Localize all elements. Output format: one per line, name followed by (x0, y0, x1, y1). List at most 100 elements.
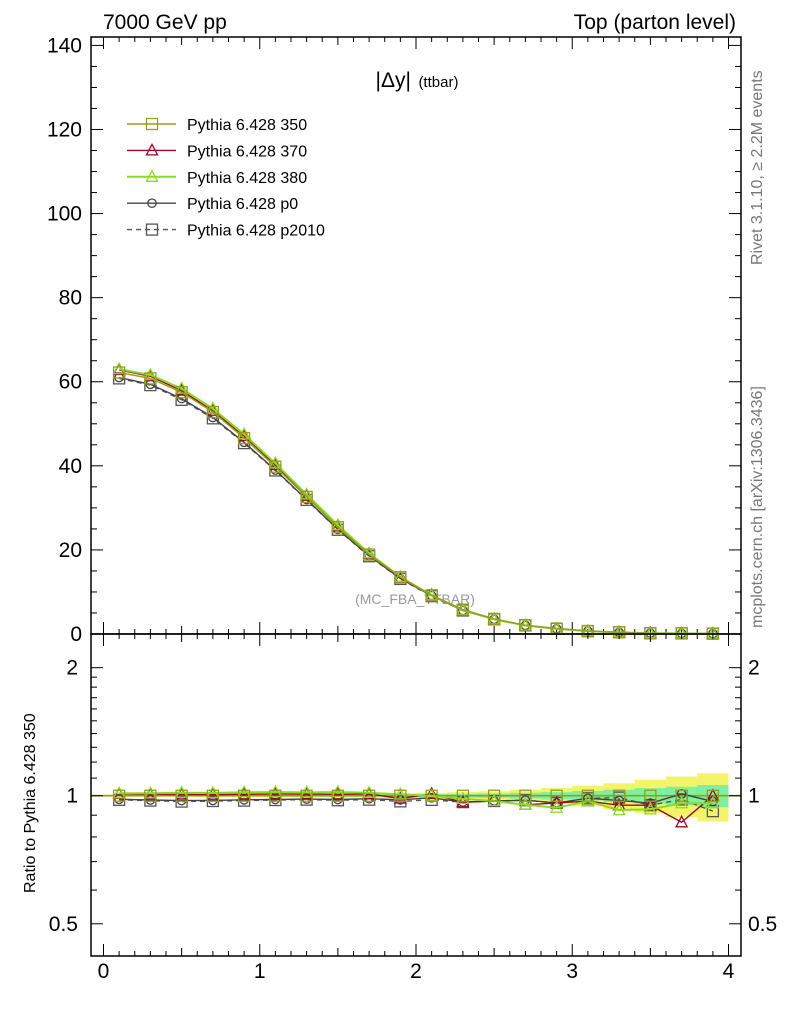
data-point-s350-ref (144, 789, 157, 802)
x-tick-label: 2 (410, 960, 422, 983)
data-point-s350-ref (581, 789, 595, 802)
data-point-s350 (425, 589, 438, 602)
header-left: 7000 GeV pp (103, 11, 227, 34)
data-point-p0 (208, 795, 218, 806)
data-point-s350 (300, 490, 313, 504)
legend-label-p0: Pythia 6.428 p0 (187, 196, 298, 213)
data-point-s380 (237, 784, 251, 798)
data-point-s350-ref (487, 789, 501, 802)
plot-title-sub: (ttbar) (418, 74, 458, 91)
ratio-y-tick-label-right: 0.5 (748, 913, 777, 936)
data-point-s350-ref (612, 789, 626, 802)
ratio-y-tick-label-right: 1 (748, 785, 760, 808)
data-point-s380 (675, 795, 689, 809)
data-point-s370 (237, 786, 251, 800)
ratio-ylabel: Ratio to Pythia 6.428 350 (22, 713, 39, 893)
data-point-s350-ref (206, 789, 220, 802)
y-tick-label: 140 (47, 34, 82, 57)
legend-marker-p2010 (145, 223, 159, 236)
data-point-s350 (331, 521, 345, 534)
data-point-s350 (362, 548, 376, 561)
legend-label-p2010: Pythia 6.428 p2010 (187, 223, 325, 240)
plot-title: |Δy| (ttbar) (376, 69, 459, 92)
legend-label-s380: Pythia 6.428 380 (187, 170, 307, 187)
y-tick-label: 0 (70, 623, 82, 646)
data-point-s350-ref (112, 789, 126, 802)
data-point-s380 (143, 367, 157, 381)
data-point-s350-ref (675, 789, 688, 802)
data-point-p0 (145, 795, 156, 805)
legend: Pythia 6.428 350 Pythia 6.428 370 Pythia 6… (127, 117, 325, 240)
data-point-s350 (175, 386, 188, 399)
data-point-s380 (206, 401, 220, 414)
data-point-s380 (112, 361, 126, 375)
data-point-s350-ref (706, 789, 720, 802)
data-point-s380 (268, 784, 282, 798)
data-point-s350-ref (362, 789, 376, 802)
data-point-s370 (706, 788, 720, 801)
data-point-s380 (643, 801, 657, 815)
data-point-s380 (393, 569, 407, 582)
data-point-s380 (425, 587, 439, 601)
header-right: Top (parton level) (574, 11, 736, 34)
data-point-s380 (581, 793, 595, 807)
data-point-s370 (393, 791, 407, 804)
ratio-y-tick-label: 1 (66, 785, 78, 808)
side-text-bottom: mcplots.cern.ch [arXiv:1306.3436] (749, 386, 766, 628)
data-point-p0 (114, 794, 124, 805)
data-point-s350 (206, 405, 220, 419)
ratio-y-tick-label: 2 (66, 657, 78, 680)
data-point-s380 (706, 795, 720, 809)
data-point-s370 (268, 786, 282, 800)
data-point-s380 (612, 802, 626, 816)
legend-marker-p0 (147, 198, 157, 209)
data-point-s350-ref (425, 789, 438, 802)
data-point-s380 (518, 797, 532, 810)
data-point-s350-ref (394, 789, 407, 802)
data-point-s350 (487, 612, 501, 626)
data-point-s350-ref (519, 789, 532, 802)
x-tick-label: 1 (254, 960, 266, 983)
data-point-s350-ref (456, 789, 470, 802)
data-point-s350-ref (550, 789, 563, 802)
data-point-s380 (425, 788, 439, 801)
ratio-y-tick-label: 0.5 (49, 913, 78, 936)
data-point-s370 (331, 786, 345, 800)
y-tick-label: 120 (47, 118, 82, 141)
y-tick-label: 40 (59, 455, 82, 478)
y-tick-label: 100 (47, 203, 82, 226)
legend-marker-s350 (145, 117, 159, 131)
data-point-s350 (456, 603, 470, 616)
data-point-s380 (206, 785, 220, 799)
legend-marker-s370 (145, 142, 159, 156)
data-point-s380 (331, 784, 345, 798)
data-point-s350-ref (644, 789, 657, 802)
legend-label-s350: Pythia 6.428 350 (187, 117, 307, 134)
data-point-s350 (144, 372, 157, 385)
data-point-s350 (519, 619, 532, 632)
data-point-s380 (143, 785, 157, 799)
data-point-p0 (333, 794, 343, 805)
x-tick-label: 4 (723, 960, 735, 983)
y-tick-label: 80 (59, 287, 82, 310)
ratio-y-tick-label-right: 2 (748, 657, 760, 680)
data-point-s350-ref (175, 789, 188, 802)
data-point-s380 (393, 787, 407, 800)
data-point-s380 (456, 791, 470, 805)
x-tick-label: 0 (98, 960, 110, 983)
data-point-s380 (550, 800, 564, 813)
legend-marker-s380 (145, 169, 159, 182)
ratio-panel: 0 1 2 3 4 0.5 0.5 1 1 2 2 (49, 633, 777, 983)
side-text-top: Rivet 3.1.10, ≥ 2.2M events (749, 70, 766, 265)
data-point-s350-ref (237, 789, 251, 802)
data-point-s380 (487, 793, 501, 807)
data-point-s350-ref (331, 789, 345, 802)
data-point-s380 (300, 785, 314, 798)
data-point-p0 (239, 794, 249, 805)
data-point-s350 (112, 366, 126, 379)
data-point-s350 (394, 571, 407, 584)
x-tick-label: 3 (566, 960, 578, 983)
data-point-s380 (175, 785, 189, 798)
data-point-s380 (112, 785, 126, 799)
